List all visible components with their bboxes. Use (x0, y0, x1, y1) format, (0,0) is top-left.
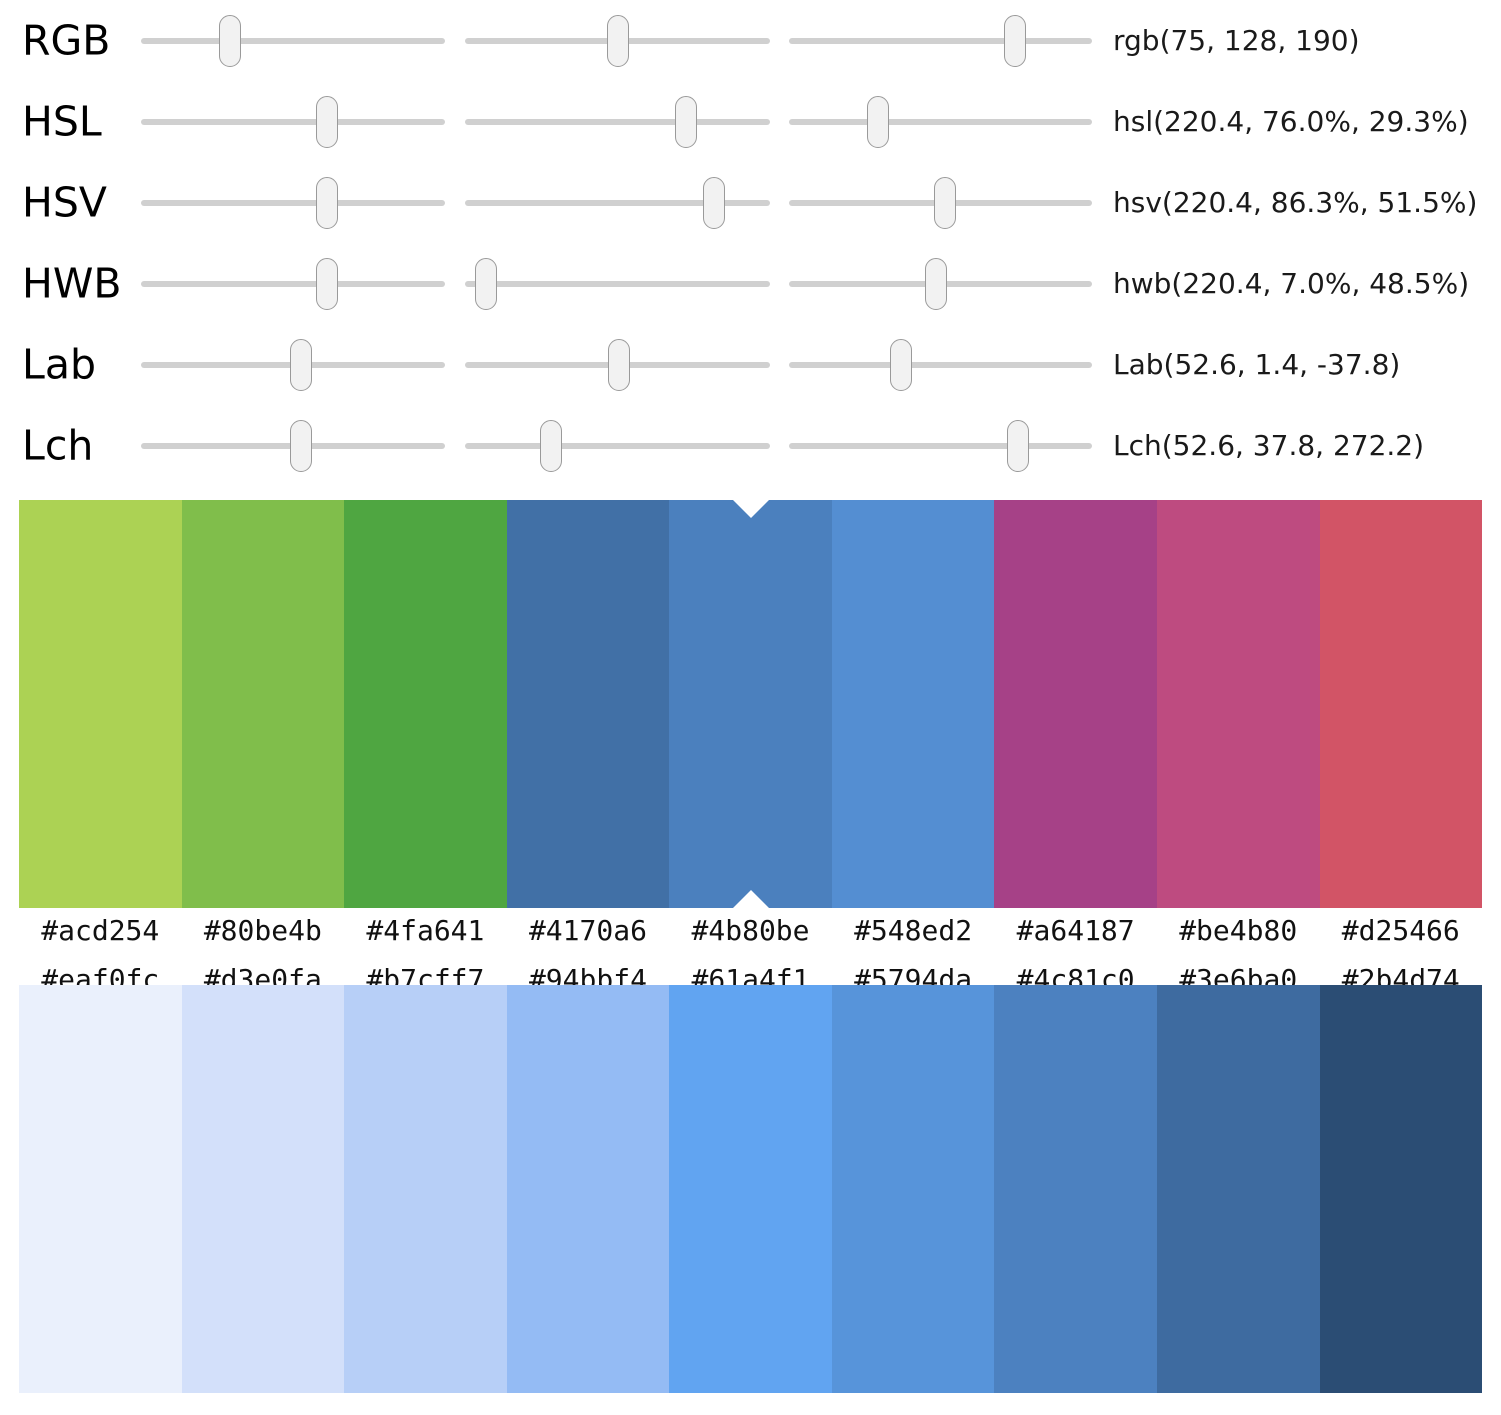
slider-thumb-hue-channel[interactable] (316, 257, 339, 310)
slider-thumb-saturation-channel[interactable] (702, 176, 725, 229)
slider-track[interactable] (789, 37, 1092, 44)
swatch-hex-label: #d25466 (1341, 914, 1460, 947)
selected-swatch-marker-bottom-icon (732, 890, 769, 908)
slider-thumb-lightness-channel[interactable] (289, 419, 312, 472)
slider-rgb-green-channel[interactable] (465, 14, 770, 67)
color-swatch[interactable] (344, 500, 507, 908)
slider-rgb-blue-channel[interactable] (789, 14, 1092, 67)
slider-rgb-red-channel[interactable] (141, 14, 445, 67)
color-value-text: Lab(52.6, 1.4, -37.8) (1113, 347, 1401, 381)
slider-hsl-hue-channel[interactable] (141, 95, 445, 148)
color-swatch[interactable] (1156, 500, 1320, 908)
slider-track[interactable] (465, 199, 770, 206)
swatch-hex-label: #4170a6 (528, 914, 647, 947)
slider-thumb-value-channel[interactable] (934, 176, 957, 229)
slider-hsv-hue-channel[interactable] (141, 176, 445, 229)
color-swatch[interactable] (831, 985, 995, 1393)
color-swatch[interactable] (181, 500, 345, 908)
slider-track[interactable] (789, 361, 1092, 368)
slider-hwb-whiteness-channel[interactable] (465, 257, 770, 310)
slider-row-hsv: HSV hsv(220.4, 86.3%, 51.5%) (0, 162, 1501, 243)
slider-hsv-value-channel[interactable] (789, 176, 1092, 229)
swatch-hex-label: #acd254 (41, 914, 160, 947)
swatch-hex-label: #a64187 (1016, 914, 1135, 947)
slider-thumb-whiteness-channel[interactable] (475, 257, 498, 310)
slider-thumb-lightness-channel[interactable] (289, 338, 312, 391)
slider-thumb-green-channel[interactable] (607, 14, 630, 67)
color-model-slider-panel: RGB rgb(75, 128, 190) HSL hsl(220.4, 76.0%,… (0, 0, 1501, 492)
color-swatch[interactable] (1156, 985, 1320, 1393)
slider-hsv-saturation-channel[interactable] (465, 176, 770, 229)
slider-thumb-a-channel[interactable] (608, 338, 631, 391)
color-value-text: Lch(52.6, 37.8, 272.2) (1113, 428, 1425, 462)
slider-thumb-blackness-channel[interactable] (924, 257, 947, 310)
color-swatch[interactable] (669, 500, 832, 908)
color-swatch[interactable] (344, 985, 507, 1393)
color-swatch[interactable] (669, 985, 832, 1393)
slider-lab-b-channel[interactable] (789, 338, 1092, 391)
slider-hsl-saturation-channel[interactable] (465, 95, 770, 148)
slider-track[interactable] (141, 199, 445, 206)
slider-row-label: RGB (22, 16, 111, 64)
slider-lab-lightness-channel[interactable] (141, 338, 445, 391)
slider-thumb-hue-channel[interactable] (1007, 419, 1030, 472)
slider-row-lch: Lch Lch(52.6, 37.8, 272.2) (0, 405, 1501, 486)
color-swatch[interactable] (506, 985, 670, 1393)
swatch-hex-label: #be4b80 (1179, 914, 1298, 947)
slider-lch-hue-channel[interactable] (789, 419, 1092, 472)
color-swatch[interactable] (506, 500, 670, 908)
color-swatch[interactable] (19, 500, 182, 908)
slider-lch-lightness-channel[interactable] (141, 419, 445, 472)
slider-row-label: Lab (22, 340, 96, 388)
swatch-hex-label: #4b80be (691, 914, 810, 947)
slider-row-rgb: RGB rgb(75, 128, 190) (0, 0, 1501, 81)
color-swatch[interactable] (181, 985, 345, 1393)
slider-thumb-saturation-channel[interactable] (675, 95, 698, 148)
slider-thumb-chroma-channel[interactable] (540, 419, 563, 472)
slider-thumb-hue-channel[interactable] (316, 95, 339, 148)
slider-thumb-lightness-channel[interactable] (866, 95, 889, 148)
slider-track[interactable] (465, 442, 770, 449)
color-swatch[interactable] (1319, 500, 1483, 908)
slider-thumb-hue-channel[interactable] (316, 176, 339, 229)
slider-lab-a-channel[interactable] (465, 338, 770, 391)
color-swatch[interactable] (831, 500, 995, 908)
color-swatch[interactable] (994, 985, 1157, 1393)
color-value-text: hsv(220.4, 86.3%, 51.5%) (1113, 185, 1478, 219)
slider-row-hwb: HWB hwb(220.4, 7.0%, 48.5%) (0, 243, 1501, 324)
slider-thumb-blue-channel[interactable] (1003, 14, 1026, 67)
slider-row-label: HSL (22, 97, 102, 145)
slider-row-lab: Lab Lab(52.6, 1.4, -37.8) (0, 324, 1501, 405)
slider-track[interactable] (141, 37, 445, 44)
lightness-variation-swatch-row (19, 985, 1483, 1393)
slider-hsl-lightness-channel[interactable] (789, 95, 1092, 148)
color-value-text: rgb(75, 128, 190) (1113, 23, 1360, 57)
swatch-hex-label: #4fa641 (366, 914, 485, 947)
slider-track[interactable] (789, 118, 1092, 125)
slider-track[interactable] (141, 118, 445, 125)
hue-variation-hex-labels: #acd254 #80be4b #4fa641 #4170a6 #4b80be #548e… (19, 908, 1482, 954)
slider-thumb-red-channel[interactable] (219, 14, 242, 67)
slider-track[interactable] (141, 280, 445, 287)
slider-row-hsl: HSL hsl(220.4, 76.0%, 29.3%) (0, 81, 1501, 162)
slider-row-label: HSV (22, 178, 107, 226)
slider-track[interactable] (465, 280, 770, 287)
color-swatch[interactable] (19, 985, 182, 1393)
color-swatch[interactable] (1319, 985, 1483, 1393)
selected-swatch-marker-top-icon (732, 500, 769, 518)
slider-hwb-hue-channel[interactable] (141, 257, 445, 310)
slider-track[interactable] (465, 118, 770, 125)
color-value-text: hsl(220.4, 76.0%, 29.3%) (1113, 104, 1469, 138)
color-swatch[interactable] (994, 500, 1157, 908)
swatch-hex-label: #80be4b (203, 914, 322, 947)
slider-track[interactable] (789, 442, 1092, 449)
slider-row-label: Lch (22, 421, 94, 469)
slider-row-label: HWB (22, 259, 122, 307)
hue-variation-swatch-row (19, 500, 1483, 908)
slider-lch-chroma-channel[interactable] (465, 419, 770, 472)
swatch-hex-label: #548ed2 (854, 914, 973, 947)
slider-thumb-b-channel[interactable] (890, 338, 913, 391)
color-value-text: hwb(220.4, 7.0%, 48.5%) (1113, 266, 1470, 300)
slider-hwb-blackness-channel[interactable] (789, 257, 1092, 310)
